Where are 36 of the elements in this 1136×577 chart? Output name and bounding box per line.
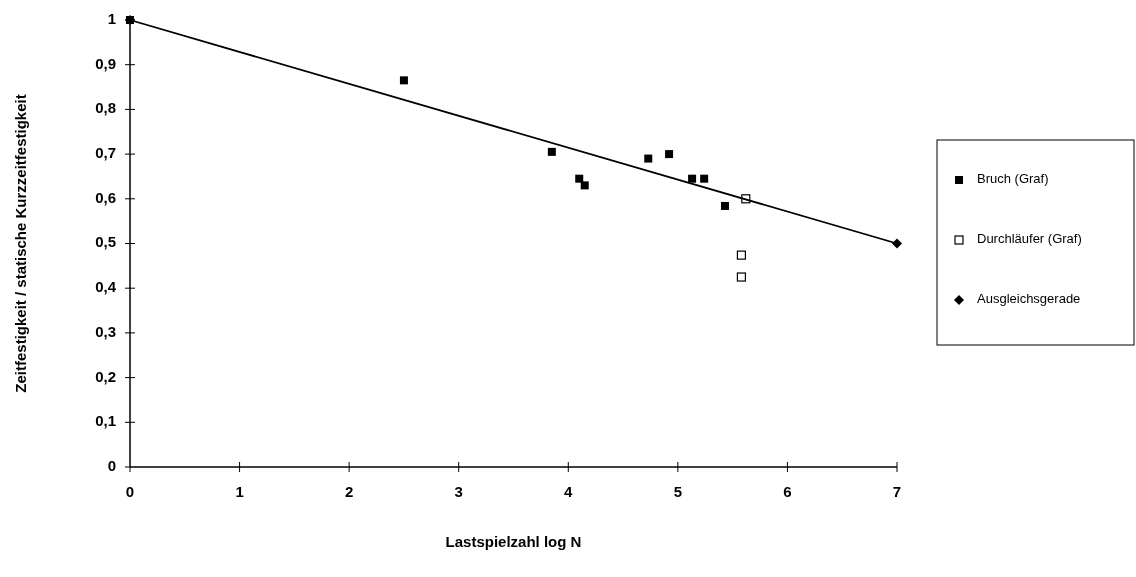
x-tick-label: 6 <box>783 483 792 500</box>
y-tick-label: 0 <box>107 456 116 474</box>
x-tick-label: 1 <box>235 483 244 500</box>
y-axis-title: Zeitfestigkeit / statische Kurzzeitfestigkeit <box>12 94 29 393</box>
x-tick-label: 7 <box>892 483 902 500</box>
point <box>547 147 556 156</box>
x-tick-label: 5 <box>673 483 683 500</box>
x-tick-label: 0 <box>125 483 135 500</box>
legend-label: Ausgleichsgerade <box>977 291 1081 307</box>
point <box>736 272 747 282</box>
y-tick-label: 0,7 <box>95 144 116 162</box>
y-tick-label: 0,1 <box>95 412 116 430</box>
point <box>892 238 902 249</box>
x-tick-label: 4 <box>564 483 574 500</box>
point <box>644 154 653 163</box>
x-tick-label: 2 <box>344 483 354 500</box>
legend-label: Durchläufer (Graf) <box>977 231 1082 247</box>
y-tick-label: 0,5 <box>95 233 116 251</box>
y-tick-label: 0,9 <box>95 54 116 72</box>
y-tick-label: 0,6 <box>95 188 116 206</box>
y-tick-label: 0,8 <box>95 99 116 117</box>
y-tick-label: 0,4 <box>95 278 117 296</box>
x-tick-label: 3 <box>454 483 463 500</box>
point <box>688 174 697 183</box>
point <box>736 250 747 260</box>
legend-label: Bruch (Graf) <box>977 171 1049 187</box>
point <box>575 174 584 183</box>
y-tick-label: 0,2 <box>95 367 116 385</box>
point <box>700 174 709 183</box>
y-tick-label: 0,3 <box>95 322 116 340</box>
point <box>580 181 589 190</box>
point <box>665 150 674 159</box>
x-axis-title: Lastspielzahl log N <box>445 533 582 550</box>
point <box>720 201 729 210</box>
point <box>399 76 408 85</box>
y-tick-label: 1 <box>107 9 116 27</box>
